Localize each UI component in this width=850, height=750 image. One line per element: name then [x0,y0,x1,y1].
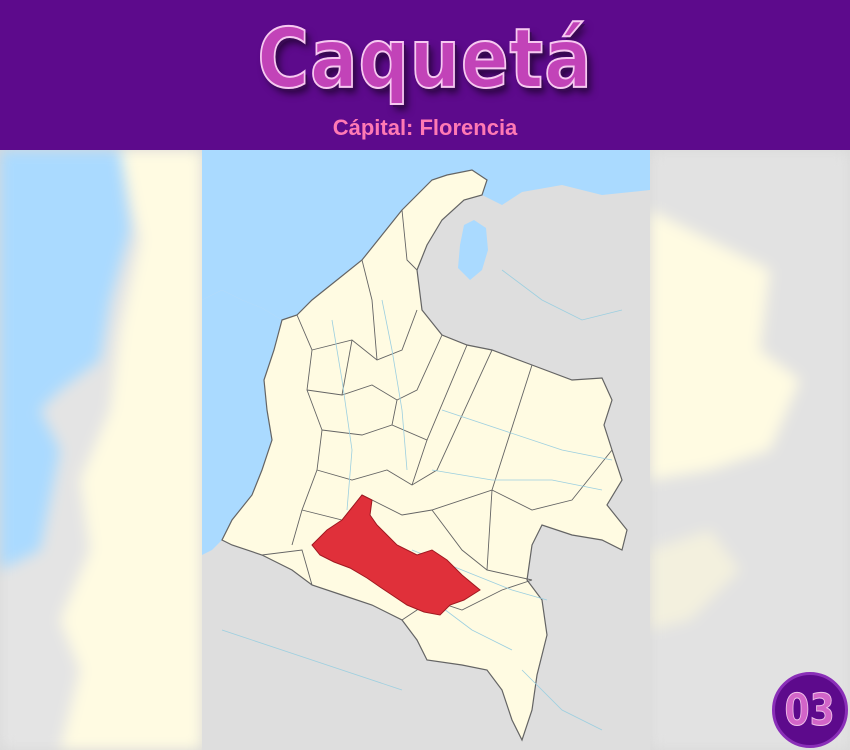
title-banner: Caquetá Cápital: Florencia [0,0,850,150]
colombia-territory [221,169,628,742]
badge-number: 03 [784,684,836,736]
department-borders [261,209,613,621]
number-badge: 03 [772,672,848,748]
caribbean-sea [202,150,650,320]
page-title: Caquetá [257,11,593,108]
capital-subtitle: Cápital: Florencia [332,115,518,140]
lake-maracaibo [458,220,488,280]
blurred-background-left [0,150,202,750]
pacific-ocean [202,290,282,555]
blurred-background-right [650,150,850,750]
colombia-map [202,150,650,750]
caqueta-region [311,494,481,616]
